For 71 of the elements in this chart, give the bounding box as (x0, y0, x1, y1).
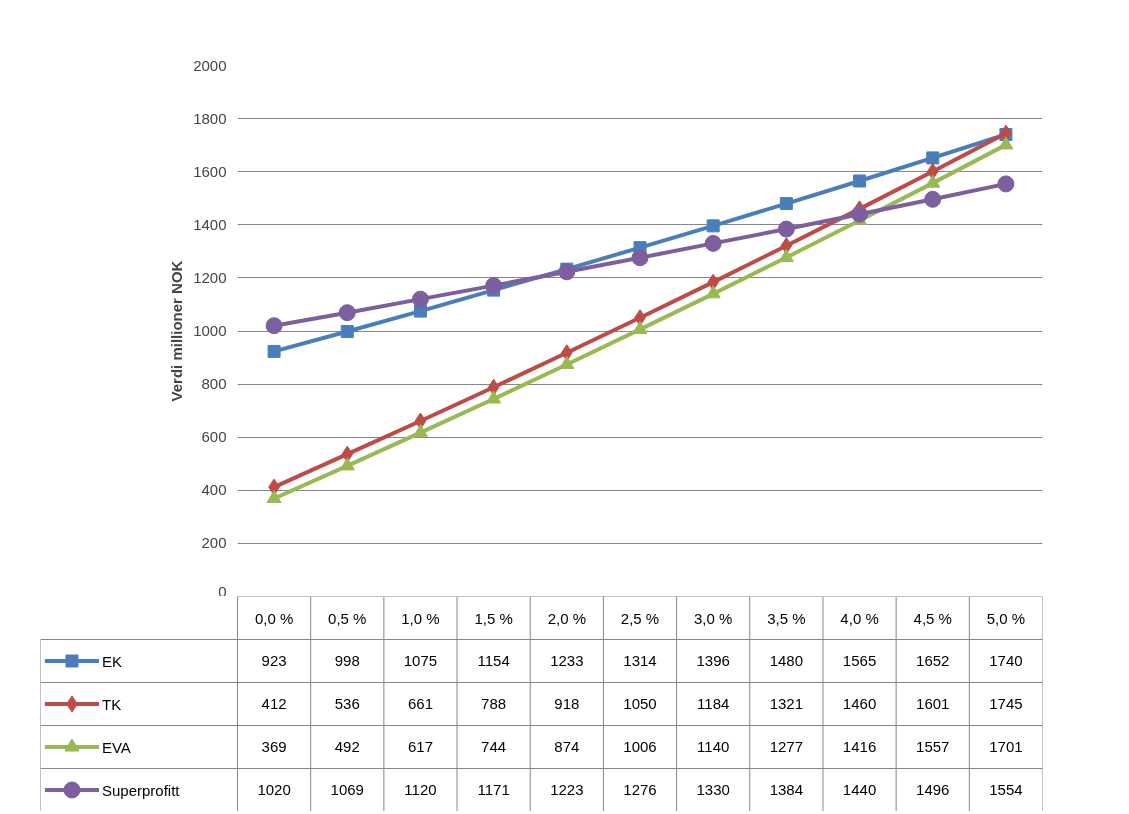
data-label: 1314 (623, 652, 657, 669)
data-label: 1745 (989, 695, 1023, 712)
x-tick-label: 1,5 % (474, 609, 513, 627)
y-tick-label: 600 (201, 428, 227, 446)
data-label: 412 (261, 695, 287, 712)
data-label: 1396 (696, 652, 730, 669)
data-label: 1601 (916, 695, 950, 712)
legend-label: EVA (101, 738, 131, 756)
x-tick-label: 5,0 % (986, 609, 1026, 627)
y-tick-label: 2000 (193, 56, 227, 74)
data-label: 1416 (842, 738, 877, 755)
x-tick-label: 1,0 % (401, 609, 440, 627)
y-tick-label: 1800 (193, 109, 227, 127)
data-label: 1496 (916, 781, 950, 798)
y-tick-label: 1400 (193, 215, 227, 233)
data-label: 1233 (550, 652, 584, 669)
data-label: 1184 (697, 695, 730, 712)
legend-label: Superprofitt (101, 781, 181, 799)
y-tick-label: 800 (201, 375, 227, 393)
data-label: 744 (481, 738, 507, 755)
data-label: 1050 (623, 695, 657, 712)
y-tick-label: 400 (201, 481, 227, 499)
x-tick-label: 0,0 % (254, 609, 294, 627)
data-label: 1330 (696, 781, 730, 798)
data-label: 1276 (623, 781, 657, 798)
x-tick-label: 0,5 % (328, 609, 367, 627)
y-axis-title: Verdi millioner NOK (168, 260, 186, 402)
data-label: 1223 (550, 781, 584, 798)
data-label: 1277 (769, 738, 804, 755)
data-label: 1440 (842, 781, 877, 798)
data-label: 1154 (477, 652, 510, 669)
data-label: 1460 (842, 695, 877, 712)
x-tick-label: 4,0 % (840, 609, 879, 627)
data-label: 788 (481, 695, 507, 712)
y-tick-label: 200 (201, 534, 227, 552)
y-tick-label: 1600 (193, 162, 227, 180)
data-label: 874 (554, 738, 580, 755)
data-label: 1321 (769, 695, 804, 712)
data-label: 1020 (257, 781, 291, 798)
x-tick-label: 3,0 % (694, 609, 733, 627)
data-label: 1565 (842, 652, 877, 669)
data-label: 1140 (697, 738, 730, 755)
data-label: 369 (261, 738, 287, 755)
y-tick-label: 1000 (193, 322, 227, 339)
data-label: 1740 (989, 652, 1023, 669)
data-label: 1554 (989, 781, 1023, 798)
data-label: 1069 (330, 781, 364, 798)
legend-label: EK (101, 652, 122, 670)
data-label: 1384 (769, 781, 804, 798)
x-tick-label: 3,5 % (767, 609, 806, 627)
data-label: 661 (407, 695, 433, 712)
data-label: 1171 (477, 781, 510, 798)
data-label: 1120 (404, 781, 437, 798)
data-label: 1652 (916, 652, 950, 669)
data-label: 492 (334, 738, 360, 755)
x-tick-label: 2,5 % (620, 609, 660, 627)
data-label: 923 (261, 652, 287, 669)
data-label: 1557 (916, 738, 950, 755)
data-label: 1701 (989, 738, 1023, 755)
data-label: 918 (554, 695, 580, 712)
data-label: 617 (407, 738, 433, 755)
legend-label: TK (101, 695, 122, 713)
data-label: 1480 (769, 652, 804, 669)
y-tick-label: 0 (218, 582, 227, 600)
data-label: 1075 (403, 652, 438, 669)
x-tick-label: 2,0 % (547, 609, 586, 627)
x-tick-label: 4,5 % (913, 609, 952, 627)
data-label: 1006 (623, 738, 657, 755)
data-label: 536 (334, 695, 360, 712)
y-tick-label: 1200 (193, 268, 227, 286)
data-label: 998 (334, 652, 360, 669)
